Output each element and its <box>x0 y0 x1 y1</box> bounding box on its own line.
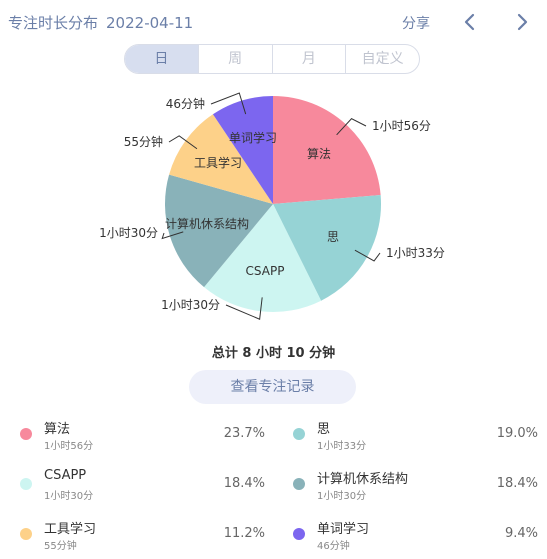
legend-name: 单词学习 <box>317 522 370 537</box>
pie-slice[interactable] <box>164 174 273 288</box>
legend-time: 55分钟 <box>44 541 77 552</box>
pie-chart: 1小时56分算法1小时33分思1小时30分CSAPP1小时30分计算机休系结构5… <box>99 92 445 320</box>
legend-dot <box>293 528 305 540</box>
legend-time: 46分钟 <box>317 541 350 552</box>
legend-name: 算法 <box>44 422 71 437</box>
legend-dot <box>20 528 32 540</box>
legend-name: CSAPP <box>44 468 87 483</box>
tab-week[interactable]: 周 <box>197 45 272 73</box>
slice-name-label: CSAPP <box>246 264 285 278</box>
tab-day[interactable]: 日 <box>125 45 198 73</box>
slice-value-label: 1小时56分 <box>372 119 431 133</box>
legend-item: CSAPP 1小时30分 18.4% <box>0 464 273 504</box>
period-tabs: 日 周 月 自定义 <box>124 44 420 74</box>
leader-line <box>161 231 184 240</box>
legend-item: 计算机休系结构 1小时30分 18.4% <box>273 464 546 504</box>
legend-dot <box>293 428 305 440</box>
legend-dot <box>20 478 32 490</box>
legend-dot <box>293 478 305 490</box>
page-title: 专注时长分布 2022-04-11 <box>8 12 193 33</box>
slice-name-label: 思 <box>327 230 339 244</box>
slice-name-label: 算法 <box>307 146 331 161</box>
view-records-button[interactable]: 查看专注记录 <box>189 370 356 404</box>
legend-time: 1小时33分 <box>317 441 367 452</box>
chevron-left-icon[interactable] <box>458 10 482 34</box>
legend-name: 工具学习 <box>44 522 97 537</box>
legend-name: 思 <box>317 422 331 437</box>
pie-slice[interactable] <box>273 195 381 301</box>
legend-dot <box>20 428 32 440</box>
slice-name-label: 单词学习 <box>229 130 277 145</box>
header: 专注时长分布 2022-04-11 分享 <box>0 0 547 44</box>
legend-item: 思 1小时33分 19.0% <box>273 414 546 454</box>
slice-name-label: 工具学习 <box>194 155 242 170</box>
leader-line <box>210 92 247 115</box>
tab-custom[interactable]: 自定义 <box>345 45 419 73</box>
pie-slice[interactable] <box>273 96 381 204</box>
share-button[interactable]: 分享 <box>402 16 430 32</box>
pie-slice[interactable] <box>204 204 322 312</box>
total-duration: 总计 8 小时 10 分钟 <box>211 346 336 361</box>
legend-item: 单词学习 46分钟 9.4% <box>273 514 546 554</box>
slice-value-label: 1小时30分 <box>161 298 220 312</box>
legend-percent: 11.2% <box>223 526 265 541</box>
leader-line <box>336 118 367 136</box>
legend-item: 工具学习 55分钟 11.2% <box>0 514 273 554</box>
slice-value-label: 46分钟 <box>166 96 205 111</box>
leader-line <box>168 135 198 150</box>
legend-time: 1小时56分 <box>44 441 94 452</box>
legend-time: 1小时30分 <box>317 491 367 502</box>
pie-slice[interactable] <box>169 114 273 204</box>
slice-value-label: 1小时33分 <box>386 246 445 260</box>
slice-name-label: 计算机休系结构 <box>165 216 249 231</box>
legend-percent: 9.4% <box>504 526 538 541</box>
pie-slice[interactable] <box>212 96 273 204</box>
title-text: 专注时长分布 <box>8 14 99 32</box>
tab-month[interactable]: 月 <box>271 45 346 73</box>
date-label: 2022-04-11 <box>106 14 194 32</box>
legend-name: 计算机休系结构 <box>317 472 409 487</box>
legend-percent: 18.4% <box>496 476 538 491</box>
chevron-right-icon[interactable] <box>510 10 534 34</box>
legend-percent: 19.0% <box>496 426 538 441</box>
leader-line <box>225 297 263 320</box>
slice-value-label: 55分钟 <box>124 134 163 149</box>
legend-percent: 23.7% <box>223 426 265 441</box>
legend-percent: 18.4% <box>223 476 265 491</box>
slice-value-label: 1小时30分 <box>99 226 158 240</box>
leader-line <box>354 249 381 262</box>
legend-time: 1小时30分 <box>44 491 94 502</box>
legend-item: 算法 1小时56分 23.7% <box>0 414 273 454</box>
